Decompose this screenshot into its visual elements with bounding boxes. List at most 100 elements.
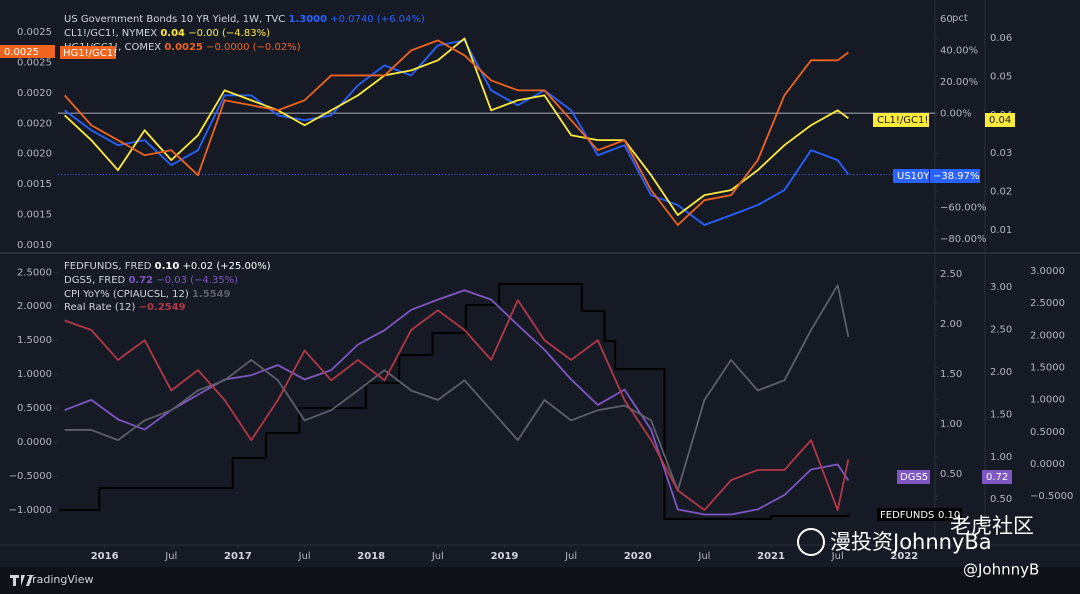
y-tick-label: 60 xyxy=(940,14,953,25)
y-tick-label: 1.5000 xyxy=(17,335,52,346)
y-tick-label: 0.02 xyxy=(990,187,1012,198)
legend-last-value: 0.0025 xyxy=(164,42,203,53)
y-tick-label: 0.0010 xyxy=(17,240,52,251)
legend-name: US Government Bonds 10 YR Yield, 1W, TVC xyxy=(64,14,285,25)
y-tick-label: 3.00 xyxy=(990,282,1012,293)
series-tag-label: CL1!/GC1! xyxy=(877,115,928,126)
y-tick-label: 0.50 xyxy=(940,469,962,480)
series-tag xyxy=(893,169,929,183)
x-tick-label: Jul xyxy=(564,551,577,562)
legend-change: +0.02 (+25.00%) xyxy=(183,261,271,272)
y-tick-label: 0.0000 xyxy=(17,437,52,448)
series-line xyxy=(64,37,849,217)
y-tick-label: 0.50 xyxy=(990,494,1012,505)
legend-last-value: 0.04 xyxy=(160,28,185,39)
series-tag-label: US10Y xyxy=(897,171,930,182)
y-tick-label: −80.00% xyxy=(940,234,987,245)
plot-area xyxy=(54,18,938,548)
y-tick-label: 0.0025 xyxy=(17,57,52,68)
y-tick-label: 1.0000 xyxy=(1030,395,1065,406)
y-tick-label: −1.0000 xyxy=(9,505,52,516)
price-tag-value: 0.10 xyxy=(938,510,960,521)
y-tick-label: 0.0015 xyxy=(17,179,52,190)
price-tag xyxy=(985,113,1015,127)
y-tick-label: 2.0000 xyxy=(1030,330,1065,341)
y-tick-label: 2.00 xyxy=(940,319,962,330)
legend-last-value: 1.5549 xyxy=(192,289,231,300)
price-tag-value: 0.0025 xyxy=(4,47,39,58)
series-tag xyxy=(897,470,930,484)
x-tick-label: 2018 xyxy=(357,551,385,562)
series-tag xyxy=(60,46,116,59)
y-tick-label: 0.0020 xyxy=(17,149,52,160)
watermark-handle: @JohnnyB xyxy=(963,561,1039,579)
series-line xyxy=(63,39,849,226)
legend-entry: DGS5, FRED 0.72 −0.03 (−4.35%) xyxy=(64,275,238,286)
y-tick-label: 40.00% xyxy=(940,45,978,56)
y-tick-label: 0.03 xyxy=(990,148,1012,159)
y-tick-label: 1.00 xyxy=(940,419,962,430)
y-tick-label: 0.0020 xyxy=(17,118,52,129)
x-tick-label: 2020 xyxy=(624,551,652,562)
y-tick-label: 2.0000 xyxy=(17,301,52,312)
series-tag xyxy=(873,113,929,127)
y-tick-label: 2.50 xyxy=(940,269,962,280)
y-tick-label: 1.00 xyxy=(990,452,1012,463)
legend-last-value: 1.3000 xyxy=(288,14,327,25)
x-tick-label: 2016 xyxy=(91,551,119,562)
x-tick-label: Jul xyxy=(831,551,844,562)
y-tick-label: 0.06 xyxy=(990,33,1012,44)
series-line xyxy=(64,299,850,512)
y-tick-label: 1.0000 xyxy=(17,369,52,380)
axis-labels: pct 60 40.00% 20.00% 0.00% −60.00% −80.00% 0.0… xyxy=(9,13,1074,562)
legend-last-value: −0.2549 xyxy=(139,302,186,313)
x-tick-label: Jul xyxy=(164,551,177,562)
y-tick-label: 1.50 xyxy=(940,369,962,380)
y-tick-label: 0.0015 xyxy=(17,210,52,221)
series-line xyxy=(64,284,850,492)
legend-entry: CPI YoY% (CPIAUCSL, 12) 1.5549 xyxy=(64,289,231,300)
y-tick-label: 20.00% xyxy=(940,77,978,88)
brand-logo xyxy=(10,575,33,586)
brand-name[interactable]: TradingView xyxy=(26,573,93,586)
y-tick-label: 2.5000 xyxy=(1030,298,1065,309)
unit-label: pct xyxy=(952,13,968,24)
price-tag xyxy=(0,45,55,58)
watermark-community: 老虎社区 xyxy=(950,514,1034,538)
series-tag-label: HG1!/GC1! xyxy=(63,48,117,59)
x-tick-label: 2019 xyxy=(491,551,519,562)
series-line xyxy=(59,283,850,520)
legend-change: −0.0000 (−0.02%) xyxy=(206,42,301,53)
y-tick-label: 0.00% xyxy=(940,108,972,119)
x-tick-label: Jul xyxy=(697,551,710,562)
watermark: 漫投资JohnnyBa xyxy=(830,530,992,554)
price-tag-value: 0.04 xyxy=(989,115,1011,126)
y-tick-label: −0.5000 xyxy=(9,471,52,482)
legend-name: DGS5, FRED xyxy=(64,275,126,286)
y-tick-label: 1.50 xyxy=(990,409,1012,420)
y-tick-label: 2.5000 xyxy=(17,267,52,278)
legend-change: −0.00 (−4.83%) xyxy=(188,28,270,39)
y-tick-label: 2.00 xyxy=(990,367,1012,378)
legend-name: Real Rate (12) xyxy=(64,302,135,313)
y-tick-label: −60.00% xyxy=(940,203,987,214)
legend-change: +0.0740 (+6.04%) xyxy=(330,14,425,25)
series-tag-label: FEDFUNDS xyxy=(880,510,934,521)
price-tag xyxy=(930,169,980,183)
legend-change: −0.03 (−4.35%) xyxy=(156,275,238,286)
y-tick-label: 0.0000 xyxy=(1030,459,1065,470)
legend-entry: Real Rate (12) −0.2549 xyxy=(64,302,186,313)
y-tick-label: 0.5000 xyxy=(1030,427,1065,438)
x-tick-label: 2021 xyxy=(757,551,785,562)
x-tick-label: Jul xyxy=(298,551,311,562)
x-tick-label: 2022 xyxy=(890,551,918,562)
series-tag-label: DGS5 xyxy=(900,472,928,483)
y-tick-label: 0.0025 xyxy=(17,27,52,38)
y-tick-label: 0.5000 xyxy=(17,403,52,414)
x-tick-label: Jul xyxy=(431,551,444,562)
legend-name: FEDFUNDS, FRED xyxy=(64,261,152,272)
y-tick-label: 0.05 xyxy=(990,71,1012,82)
y-tick-label: 3.0000 xyxy=(1030,266,1065,277)
